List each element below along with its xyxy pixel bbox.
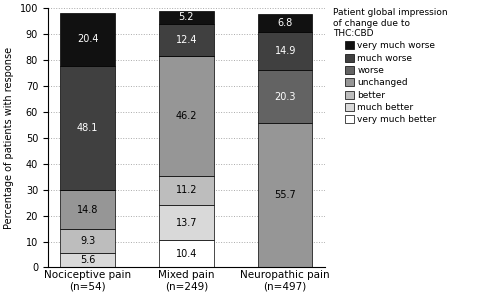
Bar [258, 14, 312, 32]
Bar [159, 240, 214, 268]
Text: 20.4: 20.4 [77, 34, 98, 44]
Text: 11.2: 11.2 [176, 186, 197, 195]
Text: 20.3: 20.3 [274, 92, 296, 102]
Legend: very much worse, much worse, worse, unchanged, better, much better, very much be: very much worse, much worse, worse, unch… [332, 7, 448, 125]
Text: 6.8: 6.8 [278, 18, 293, 28]
Bar [60, 253, 115, 268]
Text: 5.6: 5.6 [80, 255, 96, 265]
Bar [159, 205, 214, 240]
Text: 55.7: 55.7 [274, 190, 296, 200]
Bar [159, 56, 214, 176]
Bar [60, 66, 115, 190]
Text: 10.4: 10.4 [176, 249, 197, 259]
Text: 14.9: 14.9 [274, 46, 296, 56]
Text: 5.2: 5.2 [178, 12, 194, 22]
Bar [258, 70, 312, 123]
Bar [159, 24, 214, 56]
Text: 48.1: 48.1 [77, 123, 98, 133]
Bar [258, 32, 312, 70]
Text: 13.7: 13.7 [176, 218, 197, 228]
Bar [60, 229, 115, 253]
Bar [159, 10, 214, 24]
Bar [159, 176, 214, 205]
Text: 9.3: 9.3 [80, 236, 95, 246]
Text: 14.8: 14.8 [77, 205, 98, 215]
Text: 46.2: 46.2 [176, 111, 197, 121]
Bar [60, 13, 115, 66]
Y-axis label: Percentage of patients with response: Percentage of patients with response [4, 47, 14, 229]
Text: 12.4: 12.4 [176, 35, 197, 45]
Bar [258, 123, 312, 268]
Bar [60, 190, 115, 229]
